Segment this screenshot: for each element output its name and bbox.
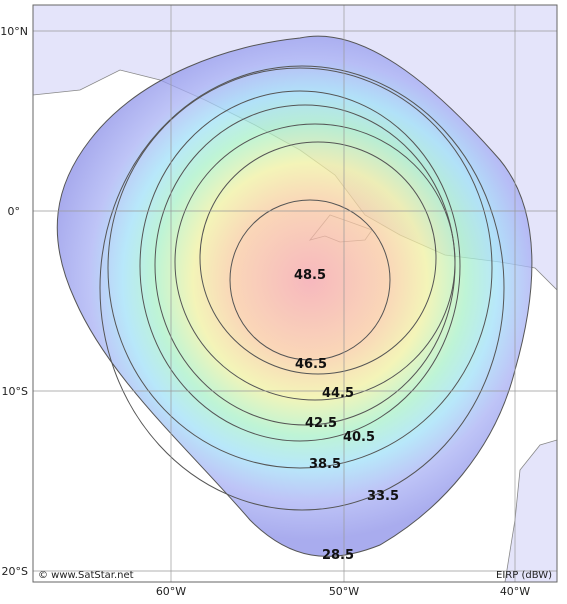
- lon-label: 50°W: [329, 585, 359, 598]
- lon-label: 60°W: [156, 585, 186, 598]
- contour-label: 48.5: [294, 268, 326, 283]
- contour-label: 44.5: [322, 386, 354, 401]
- contour-label: 40.5: [343, 430, 375, 445]
- contour-28-5: [56, 35, 533, 557]
- contour-48-5: [229, 199, 391, 361]
- contours: [99, 65, 505, 511]
- contour-33-5: [99, 65, 505, 511]
- lat-label: 20°S: [2, 565, 28, 578]
- frame: [32, 4, 558, 583]
- contour-40-5: [139, 90, 461, 442]
- contour-label: 33.5: [367, 489, 399, 504]
- contour-label: 46.5: [295, 357, 327, 372]
- contour-label: 38.5: [309, 457, 341, 472]
- contour-46-5: [199, 141, 437, 375]
- map-area: 48.5 46.5 44.5 42.5 40.5 38.5 33.5 28.5 …: [33, 5, 557, 582]
- lat-label: 10°N: [0, 25, 28, 38]
- contour-label: 42.5: [305, 416, 337, 431]
- lon-label: 40°W: [500, 585, 530, 598]
- graticule: [33, 5, 557, 582]
- lat-label: 0°: [8, 205, 21, 218]
- unit-label: EIRP (dBW): [496, 570, 552, 581]
- contour-44-5: [174, 123, 456, 401]
- contour-38-5: [107, 67, 493, 469]
- contour-label: 28.5: [322, 548, 354, 563]
- lat-label: 10°S: [2, 385, 28, 398]
- credit: © www.SatStar.net: [38, 570, 134, 581]
